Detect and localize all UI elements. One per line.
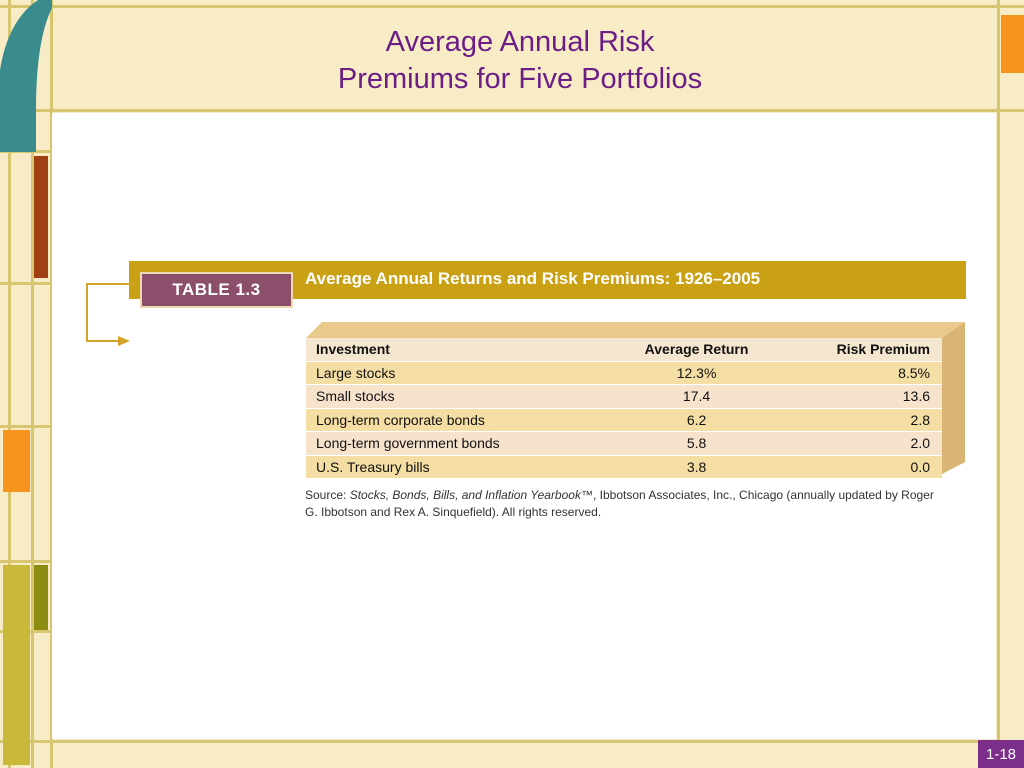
table-block: Investment Average Return Risk Premium L… (306, 322, 965, 479)
table-row: U.S. Treasury bills 3.8 0.0 (306, 455, 942, 479)
frame-line-left-rung-2 (0, 282, 52, 285)
orange-accent-block-right (1001, 15, 1024, 73)
cell-risk-premium: 2.0 (778, 431, 942, 456)
column-header-investment: Investment (306, 338, 615, 362)
cell-risk-premium: 8.5% (778, 361, 942, 385)
cell-risk-premium: 0.0 (778, 455, 942, 479)
teal-accent-block (0, 0, 52, 152)
slide-title: Average Annual Risk Premiums for Five Po… (260, 24, 780, 98)
slide-title-line-1: Average Annual Risk (385, 26, 655, 58)
frame-line-top (0, 5, 1024, 8)
frame-line-left-outer (8, 0, 11, 768)
table-header-row: Investment Average Return Risk Premium (306, 338, 942, 362)
cell-investment: Long-term government bonds (306, 431, 615, 456)
frame-line-left-inner (31, 0, 34, 768)
cell-average-return: 17.4 (614, 384, 779, 409)
source-note: Source: Stocks, Bonds, Bills, and Inflat… (305, 487, 945, 521)
column-header-risk-premium: Risk Premium (778, 338, 942, 362)
table-title: Average Annual Returns and Risk Premiums… (305, 269, 761, 288)
frame-line-left-rung-4 (0, 560, 52, 563)
cell-investment: Large stocks (306, 361, 615, 385)
rust-accent-block (34, 156, 48, 278)
column-header-average-return: Average Return (614, 338, 779, 362)
cell-average-return: 6.2 (614, 408, 779, 432)
table-row: Long-term corporate bonds 6.2 2.8 (306, 408, 942, 432)
orange-accent-block-left (3, 430, 30, 492)
cell-average-return: 12.3% (614, 361, 779, 385)
table-row: Long-term government bonds 5.8 2.0 (306, 431, 942, 456)
slide-title-line-2: Premiums for Five Portfolios (337, 63, 703, 95)
cell-average-return: 5.8 (614, 431, 779, 456)
connector-arrow-icon (86, 283, 136, 346)
table-row: Large stocks 12.3% 8.5% (306, 361, 942, 385)
frame-line-right (997, 0, 1000, 768)
frame-line-left-rung-3 (0, 425, 52, 428)
cell-investment: Small stocks (306, 384, 615, 409)
page-number-badge: 1-18 (978, 740, 1024, 768)
data-table: Investment Average Return Risk Premium L… (306, 338, 942, 479)
cell-average-return: 3.8 (614, 455, 779, 479)
olive-accent-block-left (3, 565, 30, 765)
frame-line-bottom (0, 740, 1024, 743)
table-3d-frame (306, 322, 965, 474)
cell-risk-premium: 13.6 (778, 384, 942, 409)
frame-line-left-content (50, 0, 53, 768)
table-row: Small stocks 17.4 13.6 (306, 384, 942, 409)
cell-risk-premium: 2.8 (778, 408, 942, 432)
source-title: Stocks, Bonds, Bills, and Inflation Year… (349, 488, 581, 502)
cell-investment: U.S. Treasury bills (306, 455, 615, 479)
source-rest: ™, Ibbotson Associates, Inc., Chicago (a… (305, 488, 934, 519)
cell-investment: Long-term corporate bonds (306, 408, 615, 432)
table-label: TABLE 1.3 (140, 272, 293, 308)
source-prefix: Source: (305, 488, 350, 502)
olive-accent-block-dark (34, 565, 48, 630)
frame-line-title-bottom (0, 109, 1024, 112)
